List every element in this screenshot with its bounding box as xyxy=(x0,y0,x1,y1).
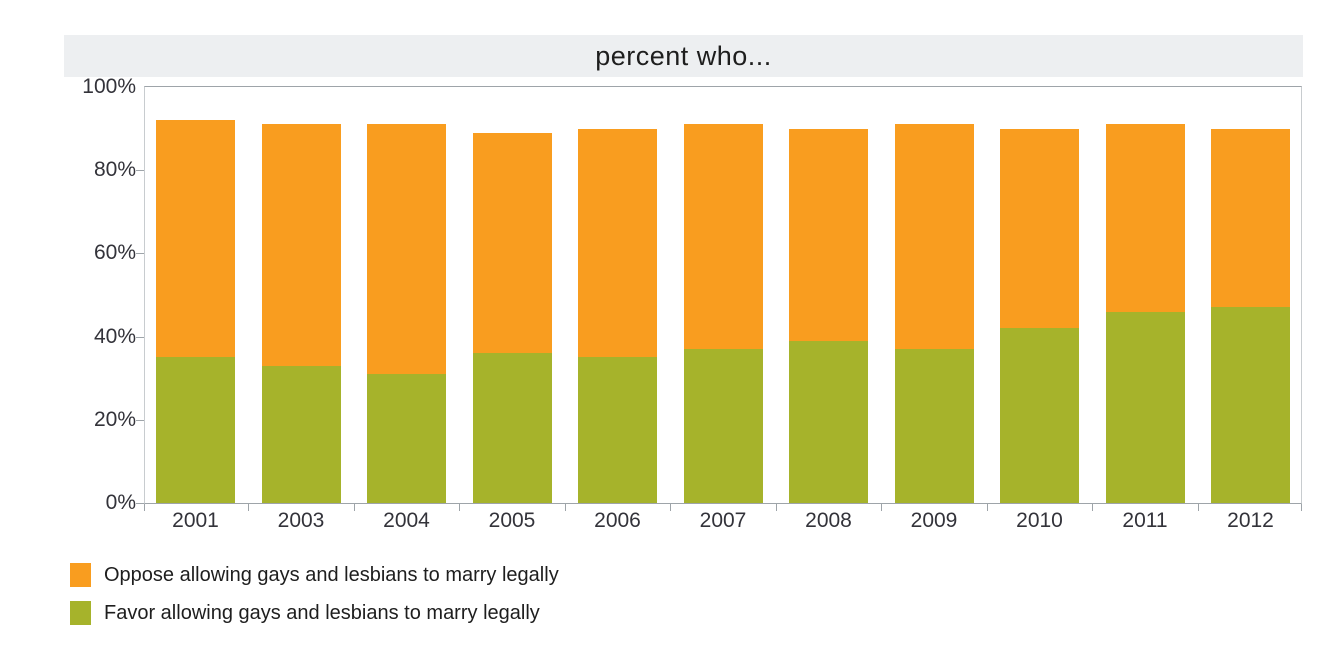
x-axis-tick-right-edge xyxy=(1301,504,1302,511)
bar-2001-favor-segment xyxy=(156,357,235,503)
x-axis-label-2008: 2008 xyxy=(805,509,852,532)
bar-2006-favor-segment xyxy=(578,357,657,503)
y-axis-tick-0 xyxy=(136,503,144,504)
bar-2008-oppose-segment xyxy=(789,128,868,341)
y-axis-tick-20 xyxy=(136,419,144,421)
bar-2007-oppose-segment xyxy=(683,124,763,350)
bar-2004-favor-segment xyxy=(367,374,446,503)
x-axis-tick xyxy=(986,504,988,511)
x-axis-tick xyxy=(564,504,566,511)
legend-item-favor: Favor allowing gays and lesbians to marr… xyxy=(70,601,559,625)
plot-area xyxy=(144,86,1302,504)
x-axis-label-2006: 2006 xyxy=(594,509,641,532)
bar-2012-oppose-segment xyxy=(1211,128,1290,308)
x-axis-label-2004: 2004 xyxy=(383,509,430,532)
x-axis-label-2012: 2012 xyxy=(1227,509,1274,532)
bar-2005-favor-segment xyxy=(472,353,552,503)
legend-swatch-oppose xyxy=(70,563,91,587)
y-axis-label-0: 0% xyxy=(105,491,136,514)
bar-2001-oppose-segment xyxy=(156,120,235,358)
x-axis-tick-left-edge xyxy=(144,504,145,511)
y-axis-label-20: 20% xyxy=(93,407,136,431)
y-axis-label-60: 60% xyxy=(93,241,136,265)
y-axis-tick-60 xyxy=(136,253,144,255)
legend-item-oppose: Oppose allowing gays and lesbians to mar… xyxy=(70,563,559,587)
bar-2009-oppose-segment xyxy=(894,124,974,350)
bar-2010-favor-segment xyxy=(1000,328,1079,503)
x-axis-tick xyxy=(1197,504,1199,511)
legend-swatch-favor xyxy=(70,601,91,625)
x-axis-label-2010: 2010 xyxy=(1016,509,1063,532)
x-axis-tick xyxy=(248,504,250,511)
x-axis-label-2011: 2011 xyxy=(1122,509,1168,532)
legend-label-favor: Favor allowing gays and lesbians to marr… xyxy=(104,602,540,624)
x-axis-tick xyxy=(1092,504,1094,511)
x-axis-tick xyxy=(353,504,355,511)
x-axis-label-2003: 2003 xyxy=(277,509,325,532)
bar-2005-oppose-segment xyxy=(472,132,552,354)
y-axis-label-40: 40% xyxy=(93,324,136,348)
bar-2006-oppose-segment xyxy=(578,128,657,358)
x-axis-label-2005: 2005 xyxy=(488,509,536,532)
bar-2003-oppose-segment xyxy=(261,124,341,366)
bar-2009-favor-segment xyxy=(894,349,974,503)
bar-2007-favor-segment xyxy=(683,349,763,503)
y-axis-label-100: 100% xyxy=(82,75,136,98)
x-axis-label-2001: 2001 xyxy=(172,509,219,532)
x-axis-tick xyxy=(775,504,777,511)
chart-title-band: percent who... xyxy=(64,35,1303,77)
bar-2011-oppose-segment xyxy=(1105,124,1185,312)
x-axis-tick xyxy=(459,504,461,511)
y-axis-tick-40 xyxy=(136,336,144,338)
chart-title: percent who... xyxy=(595,41,772,71)
bar-2008-favor-segment xyxy=(789,340,868,503)
x-axis-label-2007: 2007 xyxy=(699,509,747,532)
bar-2010-oppose-segment xyxy=(1000,128,1079,329)
x-axis-label-2009: 2009 xyxy=(910,509,958,532)
legend: Oppose allowing gays and lesbians to mar… xyxy=(70,563,559,639)
y-axis-tick-80 xyxy=(136,170,144,172)
y-axis-label-80: 80% xyxy=(93,158,136,182)
x-axis-tick xyxy=(670,504,672,511)
legend-label-oppose: Oppose allowing gays and lesbians to mar… xyxy=(104,564,559,586)
x-axis-tick xyxy=(881,504,883,511)
bar-2012-favor-segment xyxy=(1211,307,1290,503)
bar-2003-favor-segment xyxy=(261,365,341,503)
bar-2011-favor-segment xyxy=(1105,311,1185,503)
bar-2004-oppose-segment xyxy=(367,124,446,375)
